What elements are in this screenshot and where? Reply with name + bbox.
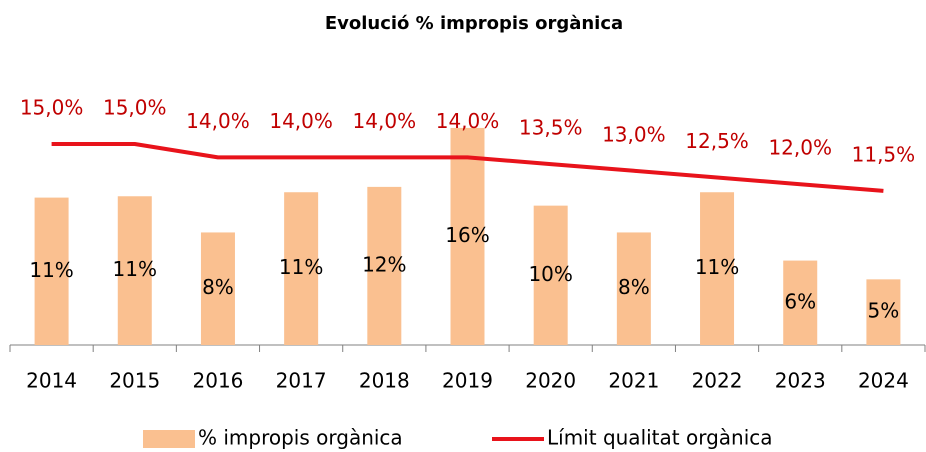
bar	[117, 196, 152, 345]
line-value-label: 13,0%	[602, 122, 666, 146]
line-value-label: 14,0%	[436, 109, 500, 133]
bar-value-label: 5%	[868, 299, 900, 323]
line-value-label: 12,0%	[768, 136, 832, 160]
bar	[533, 205, 568, 345]
x-tick-label: 2014	[26, 369, 77, 393]
line-value-label: 15,0%	[103, 96, 167, 120]
bar	[866, 279, 901, 345]
bar	[616, 232, 651, 345]
bar-value-label: 12%	[362, 252, 406, 276]
bar-value-label: 11%	[695, 255, 739, 279]
bar-value-label: 16%	[445, 223, 489, 247]
line-value-label: 14,0%	[269, 109, 333, 133]
x-tick-label: 2020	[525, 369, 576, 393]
x-tick-label: 2022	[692, 369, 743, 393]
x-tick-label: 2024	[858, 369, 909, 393]
bar	[284, 192, 319, 345]
line	[51, 142, 884, 193]
x-tick-label: 2019	[442, 369, 493, 393]
bar-value-label: 11%	[279, 255, 323, 279]
bar	[367, 186, 402, 345]
line-value-label: 11,5%	[852, 142, 916, 166]
x-tick-label: 2015	[109, 369, 160, 393]
x-tick-label: 2023	[775, 369, 826, 393]
bar-value-label: 8%	[202, 275, 234, 299]
legend-label: Límit qualitat orgànica	[547, 426, 773, 450]
bar	[700, 192, 735, 345]
x-tick-label: 2017	[276, 369, 327, 393]
bar-value-label: 8%	[618, 275, 650, 299]
bar-value-label: 6%	[784, 289, 816, 313]
bar-value-label: 11%	[113, 257, 157, 281]
line-value-label: 14,0%	[353, 109, 417, 133]
bar-value-label: 10%	[528, 262, 572, 286]
bar	[200, 232, 235, 345]
x-tick-label: 2016	[193, 369, 244, 393]
legend-label: % impropis orgànica	[198, 426, 403, 450]
line-value-label: 15,0%	[20, 96, 84, 120]
legend-swatch	[143, 430, 195, 448]
line-value-label: 13,5%	[519, 116, 583, 140]
chart-title: Evolució % impropis orgànica	[325, 13, 623, 34]
line-value-label: 12,5%	[685, 129, 749, 153]
line-value-label: 14,0%	[186, 109, 250, 133]
bar	[34, 197, 69, 345]
x-tick-label: 2021	[608, 369, 659, 393]
bar	[783, 260, 818, 345]
x-tick-label: 2018	[359, 369, 410, 393]
bar-value-label: 11%	[29, 258, 73, 282]
bar	[450, 127, 485, 345]
